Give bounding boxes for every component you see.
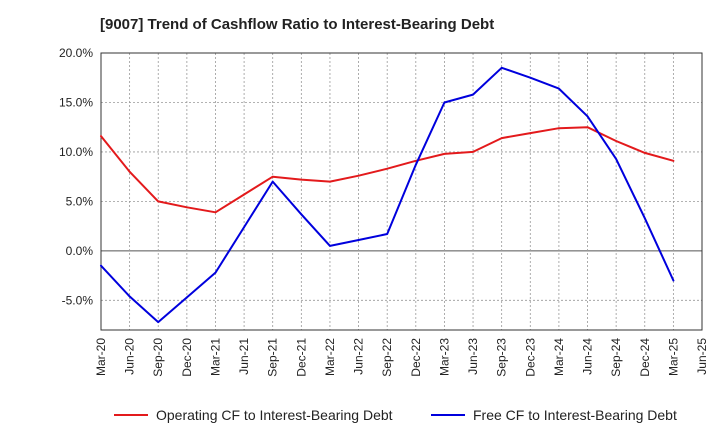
x-tick-label: Dec-20 xyxy=(180,338,194,377)
y-tick-label: 0.0% xyxy=(66,244,94,258)
data-point xyxy=(615,158,617,160)
chart-legend: Operating CF to Interest-Bearing Debt Fr… xyxy=(0,404,720,426)
data-point xyxy=(586,115,589,118)
x-tick-label: Dec-21 xyxy=(294,338,308,377)
y-tick-label: 20.0% xyxy=(59,46,93,60)
data-point xyxy=(500,67,503,69)
legend-label-operating-cf: Operating CF to Interest-Bearing Debt xyxy=(156,407,393,423)
data-point xyxy=(386,233,388,235)
data-point xyxy=(500,137,503,139)
data-point xyxy=(157,200,160,203)
data-point xyxy=(329,245,331,247)
data-point xyxy=(415,160,417,162)
x-tick-label: Dec-23 xyxy=(523,338,537,377)
y-tick-label: 5.0% xyxy=(66,194,94,208)
data-point xyxy=(186,296,188,299)
legend-item-operating-cf: Operating CF to Interest-Bearing Debt xyxy=(114,404,393,426)
data-point xyxy=(300,178,303,181)
x-tick-label: Dec-24 xyxy=(638,338,652,377)
x-tick-label: Jun-24 xyxy=(581,338,595,375)
data-point xyxy=(672,279,675,282)
x-tick-label: Sep-22 xyxy=(380,338,394,377)
data-point xyxy=(643,152,646,154)
data-point xyxy=(643,217,646,220)
legend-swatch-free-cf xyxy=(431,414,465,416)
data-point xyxy=(472,93,474,96)
data-point xyxy=(415,163,417,166)
data-point xyxy=(243,226,245,228)
data-point xyxy=(186,206,188,209)
x-tick-label: Jun-22 xyxy=(352,338,366,375)
data-point xyxy=(214,271,217,274)
x-tick-label: Jun-20 xyxy=(123,338,137,375)
x-tick-label: Mar-22 xyxy=(323,338,337,376)
legend-swatch-operating-cf xyxy=(114,414,148,416)
chart-title: [9007] Trend of Cashflow Ratio to Intere… xyxy=(100,16,495,33)
x-tick-label: Jun-23 xyxy=(466,338,480,375)
data-point xyxy=(128,295,131,298)
axis-layer xyxy=(100,52,703,331)
tick-label-layer: -5.0% 0.0% 5.0% 10.0% 15.0% 20.0% Mar-20 Jun-20… xyxy=(59,46,709,377)
x-tick-label: Jun-21 xyxy=(237,338,251,375)
data-point xyxy=(586,126,589,128)
series-layer xyxy=(100,66,675,324)
data-point xyxy=(300,213,303,216)
x-tick-label: Sep-20 xyxy=(151,338,165,377)
x-tick-label: Mar-25 xyxy=(666,338,680,376)
y-tick-label: -5.0% xyxy=(62,293,94,307)
x-tick-label: Mar-21 xyxy=(208,338,222,376)
data-point xyxy=(615,140,617,142)
legend-label-free-cf: Free CF to Interest-Bearing Debt xyxy=(473,407,677,423)
x-tick-label: Mar-23 xyxy=(437,338,451,376)
data-point xyxy=(558,87,560,90)
data-point xyxy=(472,151,474,153)
data-point xyxy=(214,211,217,214)
data-point xyxy=(329,180,331,183)
data-point xyxy=(386,167,388,170)
data-point xyxy=(100,264,102,267)
x-tick-label: Sep-24 xyxy=(609,338,623,377)
x-tick-label: Mar-24 xyxy=(552,338,566,376)
legend-item-free-cf: Free CF to Interest-Bearing Debt xyxy=(431,404,677,426)
data-point xyxy=(243,193,245,196)
data-point xyxy=(100,135,102,137)
plot-frame xyxy=(100,52,703,331)
data-point xyxy=(271,175,274,178)
data-point xyxy=(271,180,274,183)
x-tick-label: Mar-20 xyxy=(94,338,108,376)
x-tick-label: Sep-21 xyxy=(266,338,280,377)
data-point xyxy=(443,153,446,155)
data-point xyxy=(443,101,446,104)
data-point xyxy=(558,127,560,129)
data-point xyxy=(672,160,675,162)
data-point xyxy=(128,170,131,173)
x-tick-label: Dec-22 xyxy=(409,338,423,377)
data-point xyxy=(529,76,532,79)
data-point xyxy=(157,321,160,323)
data-point xyxy=(357,239,360,241)
x-tick-label: Jun-25 xyxy=(695,338,709,375)
grid-layer xyxy=(100,52,703,330)
y-tick-label: 15.0% xyxy=(59,95,93,109)
data-point xyxy=(529,132,532,134)
data-point xyxy=(357,174,360,177)
y-tick-label: 10.0% xyxy=(59,145,93,159)
x-tick-label: Sep-23 xyxy=(495,338,509,377)
